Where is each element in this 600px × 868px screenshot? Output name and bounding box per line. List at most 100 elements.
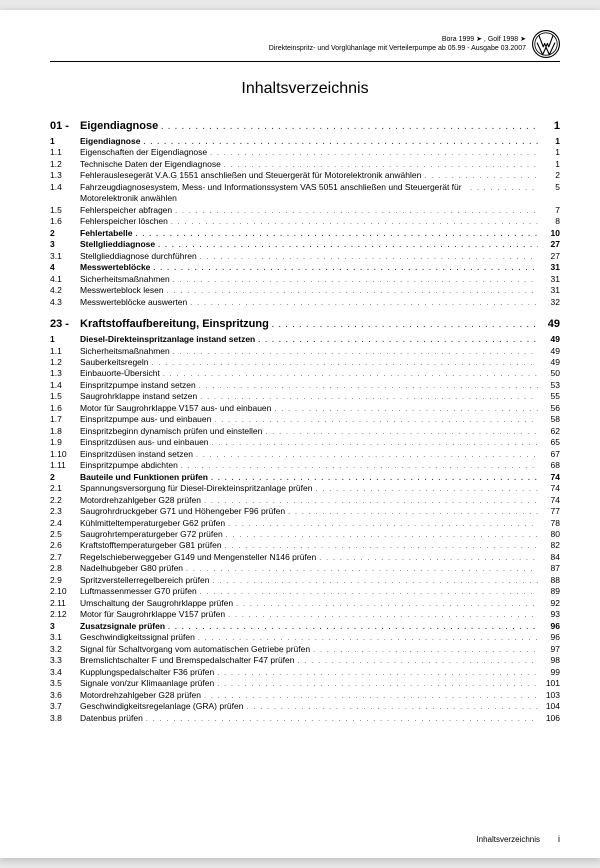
toc-leader-dots (212, 437, 538, 448)
toc-leader-dots (200, 391, 538, 402)
section-page: 84 (538, 552, 560, 563)
toc-leader-dots (297, 655, 538, 666)
toc-section: 2.1Spannungsversorgung für Diesel-Direkt… (50, 483, 560, 494)
section-page: 68 (538, 460, 560, 471)
toc-leader-dots (181, 460, 538, 471)
section-page: 1 (538, 136, 560, 147)
toc-section: 2.4Kühlmitteltemperaturgeber G62 prüfen7… (50, 518, 560, 529)
toc-section: 3.5Signale von/zur Klimaanlage prüfen101 (50, 678, 560, 689)
section-number: 3.6 (50, 690, 80, 701)
section-number: 1.4 (50, 380, 80, 391)
section-label: Sicherheitsmaßnahmen (80, 346, 173, 357)
toc-section: 1.3Einbauorte-Übersicht 50 (50, 368, 560, 379)
section-label: Stellglieddiagnose (80, 239, 158, 250)
section-label: Einbauorte-Übersicht (80, 368, 163, 379)
section-page: 96 (538, 621, 560, 632)
section-page: 10 (538, 228, 560, 239)
toc-leader-dots (135, 228, 538, 239)
toc-section: 3Zusatzsignale prüfen96 (50, 621, 560, 632)
toc-leader-dots (246, 701, 538, 712)
section-number: 3.4 (50, 667, 80, 678)
section-page: 77 (538, 506, 560, 517)
section-label: Kühlmitteltemperaturgeber G62 prüfen (80, 518, 228, 529)
section-number: 1.2 (50, 357, 80, 368)
toc-section: 3Stellglieddiagnose27 (50, 239, 560, 250)
section-page: 50 (538, 368, 560, 379)
toc-leader-dots (200, 586, 538, 597)
section-number: 2 (50, 228, 80, 239)
toc-leader-dots (171, 216, 538, 227)
toc-leader-dots (146, 713, 538, 724)
section-number: 1.9 (50, 437, 80, 448)
section-page: 65 (538, 437, 560, 448)
section-label: Regelschieberweggeber G149 und Mengenste… (80, 552, 319, 563)
toc-leader-dots (163, 368, 538, 379)
section-page: 74 (538, 495, 560, 506)
toc-section: 3.2Signal für Schaltvorgang vom automati… (50, 644, 560, 655)
section-number: 1.5 (50, 205, 80, 216)
toc-leader-dots (212, 575, 538, 586)
section-label: Einspritzpumpe aus- und einbauen (80, 414, 214, 425)
section-page: 1 (538, 147, 560, 158)
toc-section: 2.10Luftmassenmesser G70 prüfen89 (50, 586, 560, 597)
toc-section: 1.2Technische Daten der Eigendiagnose1 (50, 159, 560, 170)
section-number: 1.2 (50, 159, 80, 170)
section-label: Stellglieddiagnose durchführen (80, 251, 200, 262)
section-label: Messwerteblock lesen (80, 285, 167, 296)
section-number: 3.2 (50, 644, 80, 655)
toc-section: 1.6Fehlerspeicher löschen8 (50, 216, 560, 227)
toc-section: 1.4Einspritzpumpe instand setzen53 (50, 380, 560, 391)
section-number: 2.4 (50, 518, 80, 529)
toc-section: 1.5Fehlerspeicher abfragen7 (50, 205, 560, 216)
section-number: 1.3 (50, 368, 80, 379)
toc-section: 4.3Messwerteblöcke auswerten32 (50, 297, 560, 308)
section-number: 4.1 (50, 274, 80, 285)
section-number: 2.10 (50, 586, 80, 597)
toc-section: 1.7Einspritzpumpe aus- und einbauen58 (50, 414, 560, 425)
toc-leader-dots (217, 678, 538, 689)
section-label: Saugrohrklappe instand setzen (80, 391, 200, 402)
toc-section: 2.9Spritzverstellerregelbereich prüfen88 (50, 575, 560, 586)
section-number: 2.3 (50, 506, 80, 517)
toc-leader-dots (211, 472, 538, 483)
toc-section: 4.2Messwerteblock lesen31 (50, 285, 560, 296)
section-page: 58 (538, 414, 560, 425)
section-label: Fehlerspeicher löschen (80, 216, 171, 227)
toc-section: 2.8Nadelhubgeber G80 prüfen87 (50, 563, 560, 574)
section-number: 1.6 (50, 216, 80, 227)
toc-leader-dots (424, 170, 538, 181)
section-number: 2.1 (50, 483, 80, 494)
section-label: Motor für Saugrohrklappe V157 aus- und e… (80, 403, 274, 414)
toc-section: 1.4Fahrzeugdiagnosesystem, Mess- und Inf… (50, 182, 560, 205)
section-label: Zusatzsignale prüfen (80, 621, 168, 632)
header-line-1: Bora 1999 ➤ , Golf 1998 ➤ (269, 35, 526, 44)
section-page: 96 (538, 632, 560, 643)
section-label: Saugrohrtemperaturgeber G72 prüfen (80, 529, 226, 540)
section-page: 49 (538, 357, 560, 368)
toc-leader-dots (224, 159, 538, 170)
section-label: Kraftstofftemperaturgeber G81 prüfen (80, 540, 225, 551)
page-footer: Inhaltsverzeichnis i (50, 834, 560, 844)
chapter-page: 49 (538, 318, 560, 330)
section-number: 1.3 (50, 170, 80, 181)
section-page: 49 (538, 346, 560, 357)
section-label: Saugrohrdruckgeber G71 und Höhengeber F9… (80, 506, 288, 517)
section-page: 88 (538, 575, 560, 586)
toc-leader-dots (288, 506, 538, 517)
toc-section: 3.7Geschwindigkeitsregelanlage (GRA) prü… (50, 701, 560, 712)
toc-leader-dots (470, 182, 538, 205)
toc-section: 1.11Einspritzpumpe abdichten68 (50, 460, 560, 471)
page-header: Bora 1999 ➤ , Golf 1998 ➤ Direkteinsprit… (50, 30, 560, 62)
section-number: 4.3 (50, 297, 80, 308)
section-label: Diesel-Direkteinspritzanlage instand set… (80, 334, 258, 345)
chapter-label: Eigendiagnose (80, 120, 161, 132)
section-label: Datenbus prüfen (80, 713, 146, 724)
section-number: 3.7 (50, 701, 80, 712)
toc-leader-dots (152, 357, 538, 368)
section-number: 2.2 (50, 495, 80, 506)
section-page: 53 (538, 380, 560, 391)
section-label: Fehlerspeicher abfragen (80, 205, 175, 216)
section-label: Bremslichtschalter F und Bremspedalschal… (80, 655, 297, 666)
section-page: 74 (538, 472, 560, 483)
section-label: Nadelhubgeber G80 prüfen (80, 563, 186, 574)
